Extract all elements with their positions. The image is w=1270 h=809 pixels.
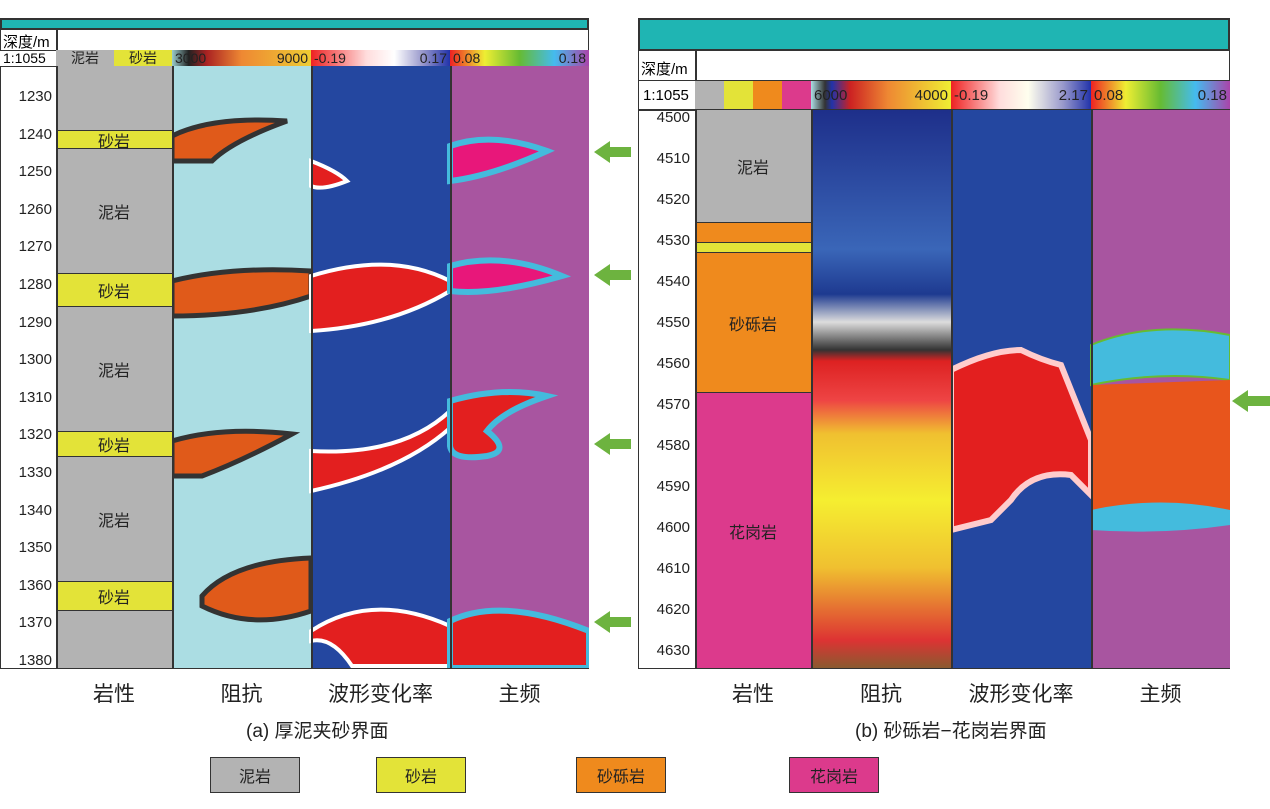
depth-tick-label: 4610 xyxy=(656,560,690,577)
depth-tick-label: 4510 xyxy=(656,150,690,167)
min: -0.19 xyxy=(314,50,346,66)
column-title: 主频 xyxy=(498,683,541,706)
litho-gravel: 砂砾岩 xyxy=(695,253,811,393)
column-title: 阻抗 xyxy=(860,683,902,706)
right-title-bar xyxy=(638,18,1230,51)
litho-mud: 泥岩 xyxy=(56,457,172,581)
right-wave-colorbar: -0.19 2.17 xyxy=(951,81,1091,109)
depth-tick-label: 1350 xyxy=(18,539,52,557)
right-scale: 1:1055 xyxy=(643,87,689,104)
depth-tick-label: 4560 xyxy=(656,355,690,372)
right-attribute-tracks xyxy=(951,110,1230,668)
legend-sand: 砂岩 xyxy=(376,757,466,793)
left-caption: (a) 厚泥夹砂界面 xyxy=(246,721,389,742)
left-freq-colorbar: 0.08 0.18 xyxy=(450,50,589,66)
depth-tick-label: 1230 xyxy=(18,88,52,105)
depth-tick-label: 1250 xyxy=(18,163,52,181)
min: 0.08 xyxy=(1094,86,1124,104)
column-title: 波形变化率 xyxy=(328,683,433,706)
right-freq-colorbar: 0.08 0.18 xyxy=(1091,81,1230,109)
depth-tick-label: 4550 xyxy=(656,314,690,331)
max: 2.17 xyxy=(1058,86,1088,104)
depth-tick-label: 4600 xyxy=(656,519,690,536)
left-legend-mud: 泥岩 xyxy=(56,50,114,66)
label: 砂岩 xyxy=(129,50,157,66)
column-title: 阻抗 xyxy=(220,683,263,706)
depth-tick-label: 1310 xyxy=(18,388,52,406)
right-depth-header: 深度/m xyxy=(641,61,688,78)
left-imp-colorbar: 3000 9000 xyxy=(172,50,311,66)
depth-tick-label: 1280 xyxy=(18,276,52,293)
min: 3000 xyxy=(175,50,207,66)
left-scale: 1:1055 xyxy=(3,50,46,66)
left-legend-sand: 砂岩 xyxy=(114,50,172,66)
max: 0.17 xyxy=(419,50,447,66)
min: 6000 xyxy=(814,86,848,104)
litho-mud: 泥岩 xyxy=(56,149,172,273)
column-title: 主频 xyxy=(1139,683,1182,706)
max: 0.18 xyxy=(558,50,586,66)
depth-tick-label: 4520 xyxy=(656,191,690,208)
max: 9000 xyxy=(276,50,308,66)
depth-tick-label: 4590 xyxy=(656,478,690,495)
litho-sand: 砂岩 xyxy=(56,273,172,307)
right-caption: (b) 砂砾岩−花岗岩界面 xyxy=(855,721,1047,742)
litho-sand: 砂岩 xyxy=(56,431,172,457)
litho-mud: 泥岩 xyxy=(695,110,811,223)
depth-tick-label: 1370 xyxy=(18,614,52,632)
depth-tick-label: 4570 xyxy=(656,396,690,413)
depth-tick-label: 4530 xyxy=(656,232,690,249)
max: 4000 xyxy=(914,86,948,104)
left-wave-colorbar: -0.19 0.17 xyxy=(311,50,450,66)
depth-tick-label: 1240 xyxy=(18,125,52,143)
litho-sand: 砂岩 xyxy=(56,581,172,611)
depth-tick-label: 1290 xyxy=(18,313,52,331)
legend-gravel: 砂砾岩 xyxy=(576,757,666,793)
depth-tick-label: 4620 xyxy=(656,601,690,618)
depth-tick-label: 4580 xyxy=(656,437,690,454)
litho-granite: 花岗岩 xyxy=(695,393,811,668)
right-imp-colorbar: 6000 4000 xyxy=(811,81,951,109)
depth-tick-label: 1320 xyxy=(18,426,52,444)
depth-tick-label: 1330 xyxy=(18,464,52,481)
legend-mud: 泥岩 xyxy=(210,757,300,793)
depth-tick-label: 4630 xyxy=(656,642,690,659)
depth-tick-label: 1300 xyxy=(18,351,52,369)
column-title: 岩性 xyxy=(732,683,774,706)
label: 泥岩 xyxy=(71,50,99,66)
litho-sand: 砂岩 xyxy=(56,130,172,151)
column-title: 波形变化率 xyxy=(968,683,1074,706)
max: 0.18 xyxy=(1197,86,1227,104)
legend-granite: 花岗岩 xyxy=(789,757,879,793)
min: 0.08 xyxy=(453,50,481,66)
left-attribute-tracks xyxy=(172,66,589,668)
depth-tick-label: 1340 xyxy=(18,501,52,519)
depth-tick-label: 1380 xyxy=(18,652,52,669)
depth-tick-label: 4540 xyxy=(656,273,690,290)
right-imp-track xyxy=(811,110,951,668)
right-depth-header-row xyxy=(638,50,1230,81)
left-depth-header: 深度/m xyxy=(3,34,50,51)
depth-tick-label: 1270 xyxy=(18,238,52,256)
depth-tick-label: 1360 xyxy=(18,576,52,594)
litho-mud: 泥岩 xyxy=(56,307,172,431)
column-title: 岩性 xyxy=(93,683,135,706)
depth-tick-label: 1260 xyxy=(18,200,52,218)
right-litho-legend xyxy=(695,81,811,109)
min: -0.19 xyxy=(954,86,989,104)
depth-tick-label: 4500 xyxy=(656,109,690,126)
